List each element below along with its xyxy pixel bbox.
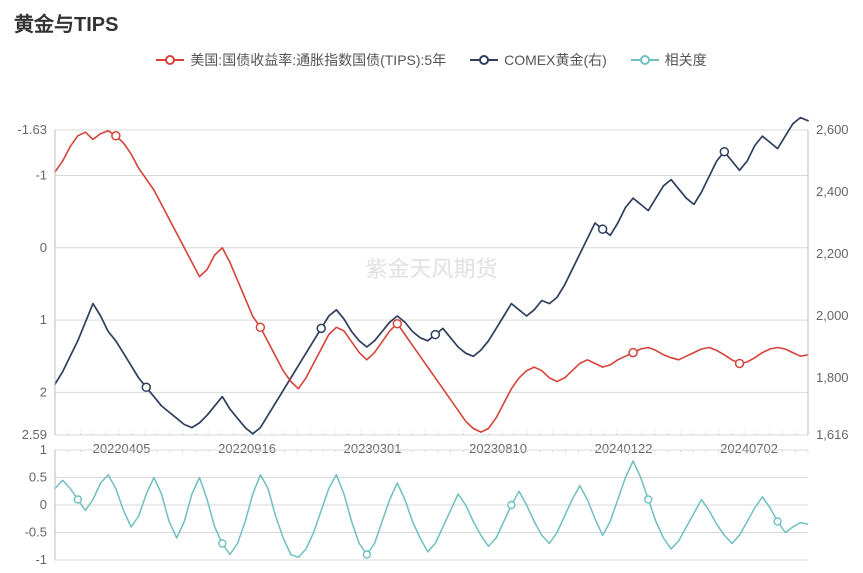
svg-text:20240702: 20240702 [720, 441, 778, 456]
svg-text:2,600: 2,600 [816, 122, 849, 137]
svg-text:1: 1 [40, 312, 47, 327]
svg-text:20230301: 20230301 [344, 441, 402, 456]
legend-item-gold: COMEX黄金(右) [470, 50, 607, 70]
svg-text:1: 1 [40, 442, 47, 457]
chart-canvas: 20220405 20220916 20230301 20230810 20240122… [0, 100, 863, 573]
svg-text:2.59: 2.59 [22, 427, 47, 442]
svg-text:2,400: 2,400 [816, 184, 849, 199]
svg-text:0: 0 [40, 240, 47, 255]
svg-text:2: 2 [40, 384, 47, 399]
svg-text:20220916: 20220916 [218, 441, 276, 456]
svg-text:-0.5: -0.5 [25, 525, 47, 540]
legend-label: 美国:国债收益率:通胀指数国债(TIPS):5年 [190, 50, 446, 70]
svg-text:1,616: 1,616 [816, 427, 849, 442]
svg-text:2,000: 2,000 [816, 308, 849, 323]
svg-text:紫金天风期货: 紫金天风期货 [365, 256, 497, 281]
legend-item-corr: 相关度 [631, 50, 707, 70]
svg-text:20230810: 20230810 [469, 441, 527, 456]
svg-text:1,800: 1,800 [816, 370, 849, 385]
legend-label: COMEX黄金(右) [504, 50, 607, 70]
legend-label: 相关度 [665, 50, 707, 70]
legend: 美国:国债收益率:通胀指数国债(TIPS):5年 COMEX黄金(右) 相关度 [0, 50, 863, 70]
chart-title: 黄金与TIPS [14, 8, 118, 37]
legend-swatch [470, 53, 498, 67]
svg-text:20240122: 20240122 [595, 441, 653, 456]
svg-text:-1: -1 [35, 168, 47, 183]
legend-swatch [156, 53, 184, 67]
svg-text:2,200: 2,200 [816, 246, 849, 261]
legend-item-tips: 美国:国债收益率:通胀指数国债(TIPS):5年 [156, 50, 446, 70]
svg-text:-1.63: -1.63 [17, 122, 47, 137]
svg-text:0: 0 [40, 497, 47, 512]
svg-text:-1: -1 [35, 552, 47, 567]
svg-text:20220405: 20220405 [93, 441, 151, 456]
legend-swatch [631, 53, 659, 67]
svg-text:0.5: 0.5 [29, 470, 47, 485]
